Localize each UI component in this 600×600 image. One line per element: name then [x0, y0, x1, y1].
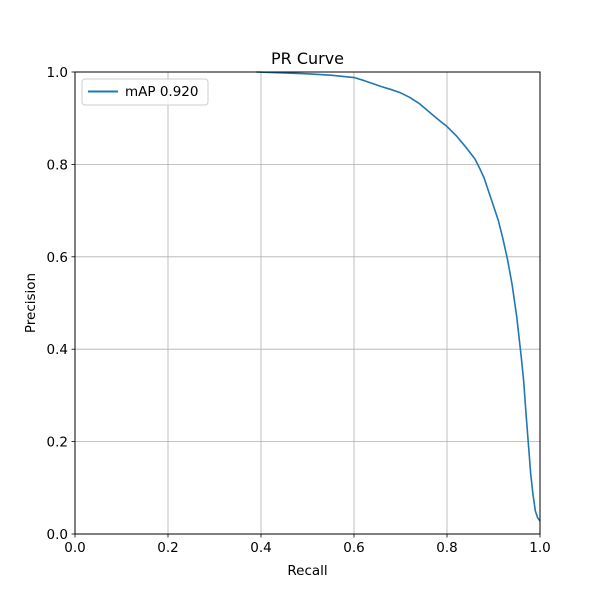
x-tick-label: 0.0: [64, 540, 85, 556]
axes-frame: [74, 71, 541, 535]
y-tick-label: 0.0: [47, 527, 68, 543]
y-tick-label: 1.0: [47, 65, 68, 81]
x-tick-label: 0.4: [250, 540, 271, 556]
y-tick-label: 0.4: [47, 342, 68, 358]
x-tick-label: 0.6: [343, 540, 364, 556]
x-tick-label: 1.0: [529, 540, 550, 556]
chart-title: PR Curve: [271, 49, 344, 68]
y-tick-label: 0.6: [47, 250, 68, 266]
y-tick-label: 0.2: [47, 435, 68, 451]
x-tick-label: 0.2: [157, 540, 178, 556]
x-axis-label: Recall: [287, 563, 327, 579]
series-layer: [256, 71, 541, 522]
series-line-0: [256, 71, 541, 522]
grid-layer: [74, 71, 541, 535]
x-tick-label: 0.8: [436, 540, 457, 556]
y-tick-label: 0.8: [47, 157, 68, 173]
y-axis-label: Precision: [23, 273, 39, 333]
tick-layer: 0.0 0.2 0.4 0.6 0.8 1.0 0.0 0.2 0.4 0.6 0.8 1.0: [47, 65, 551, 556]
legend: mAP 0.920: [81, 78, 209, 106]
legend-box: [81, 78, 209, 106]
legend-series-label: mAP 0.920: [125, 84, 198, 100]
